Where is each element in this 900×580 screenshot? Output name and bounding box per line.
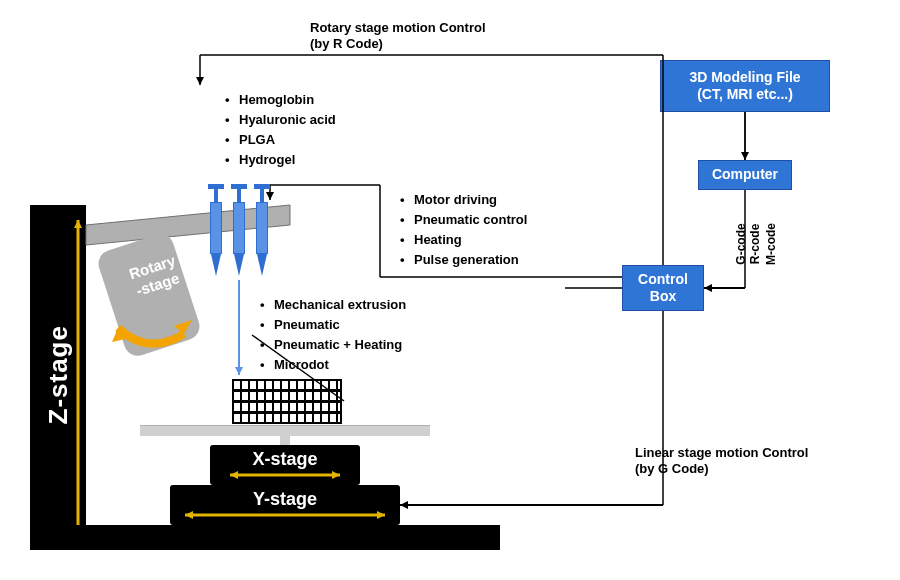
svg-line-36 [252,335,344,401]
